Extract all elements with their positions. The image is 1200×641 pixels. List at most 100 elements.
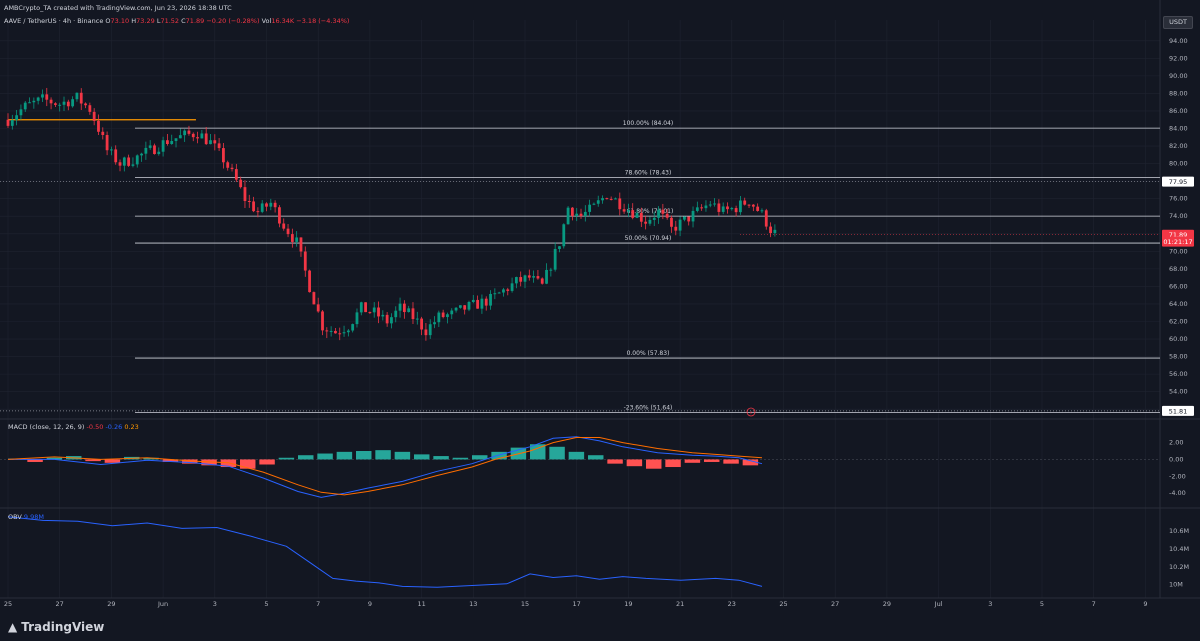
candle-body[interactable] — [351, 324, 355, 331]
candle-body[interactable] — [58, 104, 62, 106]
candle-body[interactable] — [6, 119, 10, 126]
candle-body[interactable] — [325, 330, 329, 332]
candle-body[interactable] — [695, 207, 699, 211]
candle-body[interactable] — [583, 211, 587, 217]
candle-body[interactable] — [153, 145, 156, 155]
candle-body[interactable] — [467, 301, 471, 310]
candle-body[interactable] — [377, 307, 380, 317]
candle-body[interactable] — [166, 140, 169, 144]
candle-body[interactable] — [687, 216, 691, 222]
candle-body[interactable] — [536, 276, 540, 279]
candle-body[interactable] — [751, 204, 755, 207]
candle-body[interactable] — [390, 317, 393, 324]
candle-body[interactable] — [489, 293, 492, 306]
candle-body[interactable] — [545, 269, 548, 284]
candle-body[interactable] — [463, 305, 467, 310]
candle-body[interactable] — [532, 276, 536, 278]
candle-body[interactable] — [157, 151, 161, 155]
candle-body[interactable] — [588, 204, 592, 212]
candle-body[interactable] — [239, 179, 243, 188]
candle-body[interactable] — [553, 248, 557, 270]
candle-body[interactable] — [109, 149, 113, 151]
candle-body[interactable] — [385, 314, 389, 324]
candle-body[interactable] — [540, 278, 544, 284]
obv-legend[interactable]: OBV 9.98M — [8, 513, 44, 521]
candle-body[interactable] — [484, 298, 488, 306]
candle-body[interactable] — [614, 198, 617, 200]
candle-body[interactable] — [53, 103, 57, 105]
candle-body[interactable] — [122, 157, 126, 166]
candle-body[interactable] — [338, 333, 342, 335]
candle-body[interactable] — [170, 141, 174, 144]
candle-body[interactable] — [596, 200, 600, 204]
candle-body[interactable] — [334, 330, 337, 334]
candle-body[interactable] — [10, 119, 14, 126]
candle-body[interactable] — [191, 133, 195, 138]
candle-body[interactable] — [101, 131, 105, 136]
candle-body[interactable] — [644, 221, 648, 224]
candle-body[interactable] — [631, 210, 635, 218]
candle-body[interactable] — [773, 229, 777, 234]
currency-badge[interactable]: USDT — [1163, 16, 1193, 29]
candle-body[interactable] — [562, 224, 566, 247]
candle-body[interactable] — [355, 312, 359, 325]
candle-body[interactable] — [222, 148, 225, 163]
candle-body[interactable] — [127, 157, 131, 166]
candle-body[interactable] — [415, 318, 419, 320]
candle-body[interactable] — [601, 198, 604, 201]
candle-body[interactable] — [514, 277, 518, 284]
candle-body[interactable] — [372, 307, 376, 313]
candle-body[interactable] — [519, 277, 523, 282]
candle-body[interactable] — [458, 305, 462, 308]
macd-panel[interactable]: 2.00 0.00 -2.00 -4.00 — [0, 436, 1186, 498]
candle-body[interactable] — [527, 275, 531, 278]
candle-body[interactable] — [161, 140, 165, 152]
candle-body[interactable] — [273, 202, 277, 208]
candle-body[interactable] — [187, 130, 191, 134]
candle-body[interactable] — [747, 204, 751, 206]
candle-body[interactable] — [230, 167, 234, 170]
candle-body[interactable] — [441, 312, 445, 318]
candle-body[interactable] — [88, 105, 92, 112]
candle-body[interactable] — [566, 207, 570, 225]
macd-line[interactable] — [8, 436, 763, 498]
candle-body[interactable] — [743, 200, 747, 205]
signal-line[interactable] — [7, 437, 763, 496]
candle-body[interactable] — [523, 275, 527, 282]
candle-body[interactable] — [316, 304, 320, 312]
candle-body[interactable] — [200, 133, 204, 139]
candle-body[interactable] — [609, 198, 613, 200]
candle-body[interactable] — [402, 303, 406, 313]
candle-body[interactable] — [97, 120, 100, 132]
candle-body[interactable] — [657, 209, 660, 218]
candle-body[interactable] — [450, 310, 454, 315]
candle-body[interactable] — [420, 318, 424, 330]
candle-body[interactable] — [247, 200, 251, 202]
candle-body[interactable] — [433, 322, 436, 325]
candle-body[interactable] — [364, 302, 367, 313]
candle-body[interactable] — [502, 289, 505, 293]
candle-body[interactable] — [506, 289, 510, 291]
candle-body[interactable] — [549, 269, 553, 271]
candle-body[interactable] — [243, 187, 247, 201]
candle-body[interactable] — [321, 311, 324, 331]
candle-body[interactable] — [622, 209, 626, 212]
candle-body[interactable] — [204, 133, 208, 145]
candle-body[interactable] — [217, 143, 221, 149]
candle-body[interactable] — [75, 92, 79, 100]
candle-body[interactable] — [118, 162, 122, 166]
candle-body[interactable] — [269, 202, 273, 207]
candle-body[interactable] — [764, 210, 768, 227]
candle-body[interactable] — [639, 213, 643, 222]
candle-body[interactable] — [23, 102, 27, 110]
candle-body[interactable] — [678, 219, 682, 231]
candle-body[interactable] — [734, 208, 738, 213]
candle-body[interactable] — [424, 329, 428, 336]
candle-body[interactable] — [19, 109, 23, 116]
candle-body[interactable] — [394, 310, 398, 318]
candle-body[interactable] — [286, 228, 290, 235]
candle-body[interactable] — [105, 135, 109, 151]
alert-circle[interactable] — [746, 407, 756, 417]
candle-body[interactable] — [592, 203, 596, 205]
candle-body[interactable] — [674, 226, 678, 231]
